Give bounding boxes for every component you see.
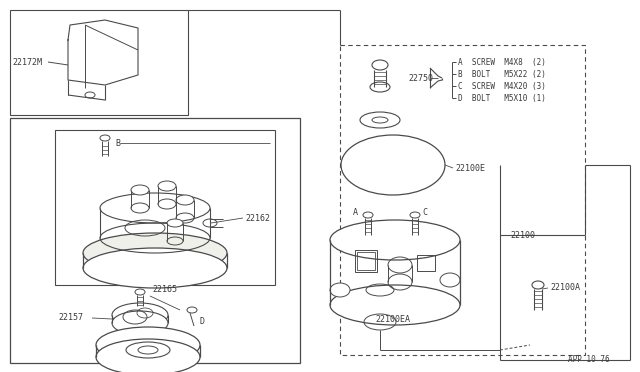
Text: 22157: 22157	[58, 314, 83, 323]
Text: B  BOLT   M5X22 (2): B BOLT M5X22 (2)	[458, 70, 546, 78]
Ellipse shape	[440, 273, 460, 287]
Text: APP 10 76: APP 10 76	[568, 356, 610, 365]
Ellipse shape	[167, 219, 183, 227]
Bar	[55, 130, 275, 285]
Ellipse shape	[158, 181, 176, 191]
Ellipse shape	[203, 219, 217, 227]
Text: 22162: 22162	[245, 214, 270, 222]
Text: 22172M: 22172M	[12, 58, 42, 67]
Ellipse shape	[100, 193, 210, 223]
Bar	[355, 250, 377, 272]
Text: C  SCREW  M4X20 (3): C SCREW M4X20 (3)	[458, 81, 546, 90]
Ellipse shape	[83, 248, 227, 288]
Text: D: D	[200, 317, 205, 327]
Text: A: A	[353, 208, 358, 217]
Bar	[417, 255, 435, 271]
Text: 22100EA: 22100EA	[375, 315, 410, 324]
Ellipse shape	[370, 82, 390, 92]
Ellipse shape	[532, 281, 544, 289]
Bar	[10, 10, 188, 115]
Ellipse shape	[96, 339, 200, 372]
Text: B: B	[115, 138, 120, 148]
Ellipse shape	[112, 311, 168, 335]
Text: 22165: 22165	[152, 285, 177, 295]
Ellipse shape	[330, 285, 460, 325]
Text: 22100E: 22100E	[455, 164, 485, 173]
Ellipse shape	[112, 303, 168, 327]
Ellipse shape	[96, 327, 200, 363]
Ellipse shape	[372, 60, 388, 70]
Text: 22100A: 22100A	[550, 283, 580, 292]
Text: C: C	[422, 208, 427, 217]
Ellipse shape	[360, 112, 400, 128]
Ellipse shape	[330, 283, 350, 297]
Bar	[340, 45, 585, 355]
Text: D  BOLT   M5X10 (1): D BOLT M5X10 (1)	[458, 93, 546, 103]
Ellipse shape	[341, 135, 445, 195]
Bar	[357, 252, 375, 270]
Text: 22750: 22750	[408, 74, 433, 83]
Ellipse shape	[83, 233, 227, 273]
Ellipse shape	[131, 185, 149, 195]
Ellipse shape	[330, 220, 460, 260]
Ellipse shape	[176, 195, 194, 205]
Text: A  SCREW  M4X8  (2): A SCREW M4X8 (2)	[458, 58, 546, 67]
Bar	[10, 118, 300, 363]
Text: 22100: 22100	[510, 231, 535, 240]
